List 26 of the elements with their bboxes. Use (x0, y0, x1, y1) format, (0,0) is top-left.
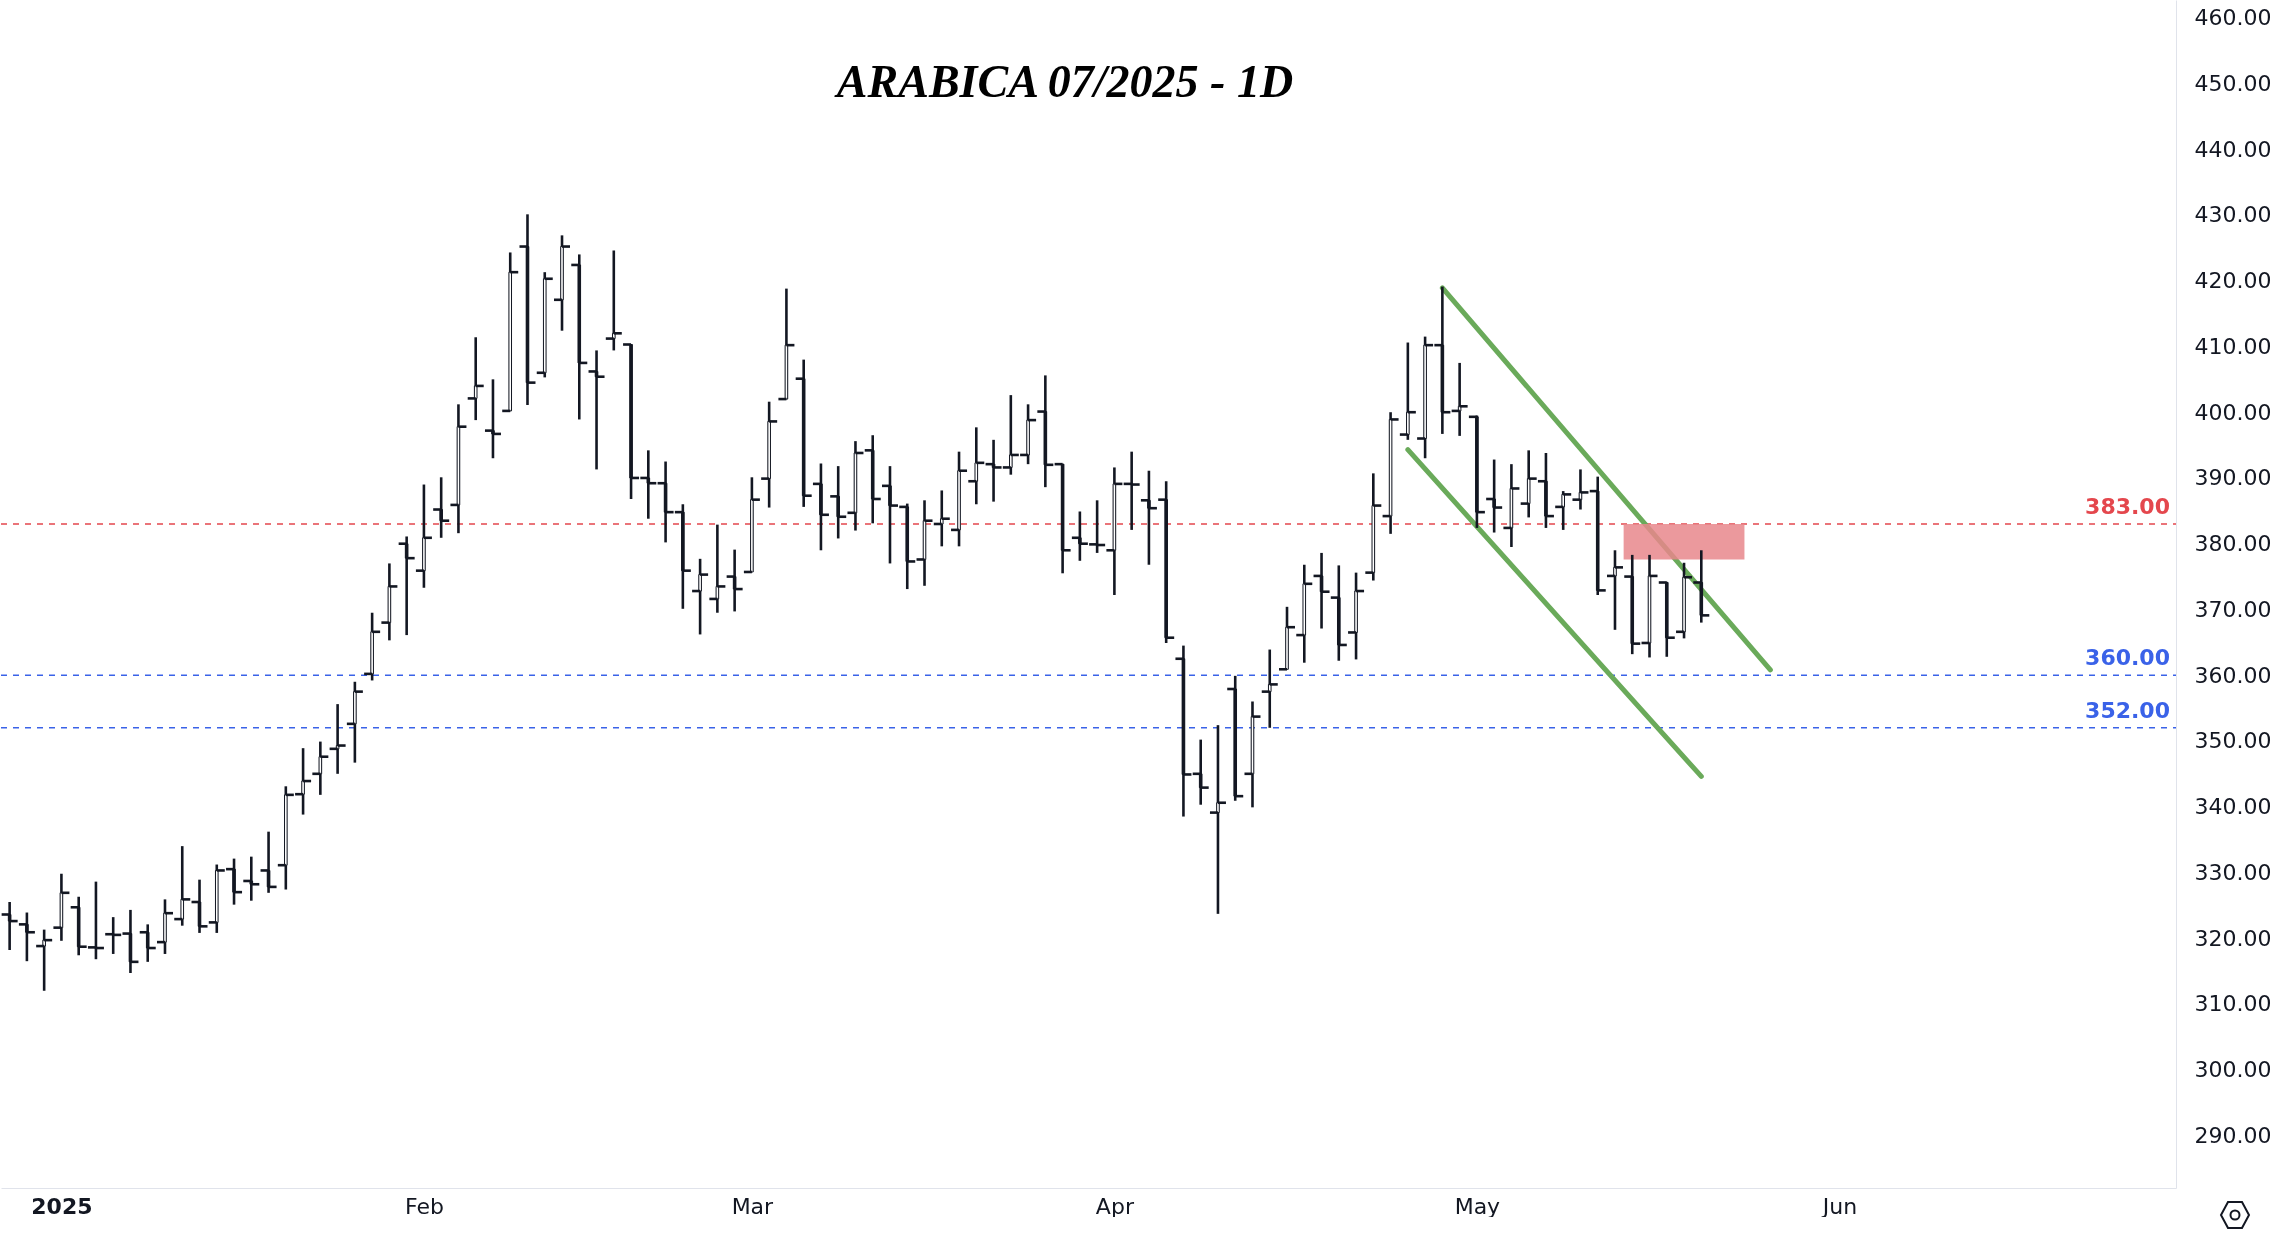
y-tick-label: 300.00 (2194, 1057, 2272, 1083)
y-tick-label: 440.00 (2194, 136, 2272, 162)
y-tick-label: 460.00 (2194, 5, 2272, 31)
y-tick-label: 390.00 (2194, 465, 2272, 491)
y-tick-label: 350.00 (2194, 728, 2272, 754)
y-tick-label: 420.00 (2194, 268, 2272, 294)
y-tick-label: 360.00 (2194, 662, 2272, 688)
text: ARABICA 07/2025 - 1D (833, 56, 1294, 107)
y-tick-label: 320.00 (2194, 925, 2272, 951)
ref-line-label: 360.00 (2085, 645, 2170, 671)
y-tick-label: 380.00 (2194, 531, 2272, 557)
y-tick-label: 340.00 (2194, 794, 2272, 820)
y-tick-label: 430.00 (2194, 202, 2272, 228)
ref-line-label: 352.00 (2085, 697, 2170, 723)
y-tick-label: 330.00 (2194, 859, 2272, 885)
x-tick-label: Feb (404, 1193, 444, 1219)
ref-line-label: 383.00 (2085, 493, 2170, 519)
x-tick-label: Jun (1820, 1193, 1858, 1219)
y-tick-label: 290.00 (2194, 1122, 2272, 1148)
x-tick-label: 2025 (31, 1193, 93, 1219)
y-tick-label: 400.00 (2194, 399, 2272, 425)
y-tick-label: 370.00 (2194, 596, 2272, 622)
x-tick-label: Mar (731, 1193, 775, 1219)
y-tick-label: 310.00 (2194, 991, 2272, 1017)
y-tick-label: 450.00 (2194, 71, 2272, 96)
y-tick-label: 410.00 (2194, 333, 2272, 359)
